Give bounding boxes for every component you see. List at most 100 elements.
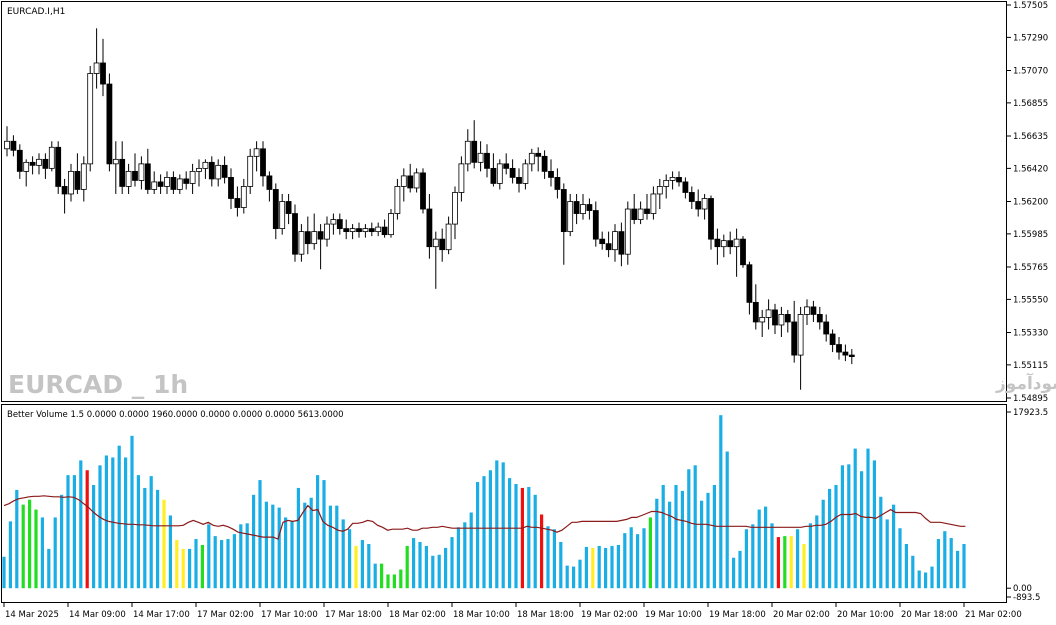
volume-bar [872, 460, 876, 589]
candle [298, 224, 305, 262]
candle [176, 174, 183, 194]
volume-bar [725, 451, 729, 589]
volume-bar [149, 476, 153, 589]
candle-body [272, 189, 279, 230]
volume-bar [92, 484, 96, 589]
candle-body [804, 306, 810, 315]
candle-body [490, 167, 497, 184]
volume-bar [303, 502, 307, 589]
volume-bar [162, 499, 166, 589]
candle [106, 73, 113, 172]
candle-body [676, 177, 682, 183]
volume-bar [226, 539, 230, 589]
candle-body [746, 264, 753, 303]
candle-body [317, 231, 324, 240]
candle-body [842, 351, 849, 356]
volume-bar [143, 487, 147, 589]
candle [452, 186, 458, 240]
candle [548, 159, 554, 187]
price-pane[interactable] [4, 28, 855, 390]
volume-bar [808, 523, 812, 589]
volume-bar [316, 475, 320, 589]
volume-bar [117, 445, 121, 589]
volume-bar [693, 465, 697, 589]
volume-bar [674, 484, 678, 589]
volume-bar [328, 505, 332, 589]
candle-body [656, 186, 663, 195]
volume-tick-label: 0.00 [1013, 584, 1032, 594]
candle-body [119, 158, 126, 187]
volume-bar [124, 457, 128, 589]
candle-body [330, 219, 337, 225]
candle [439, 228, 446, 262]
candle-body [516, 177, 522, 184]
volume-pane[interactable] [2, 415, 966, 589]
candle-body [848, 354, 855, 357]
candle-body [80, 163, 87, 190]
candle [765, 299, 772, 330]
candle-body [823, 321, 830, 335]
volume-bar [476, 482, 480, 589]
volume-bar [412, 538, 416, 589]
volume-bar [181, 548, 185, 589]
candle-body [112, 158, 119, 165]
candle-body [285, 201, 292, 214]
candle [778, 306, 785, 338]
volume-bar [514, 484, 518, 589]
candle [74, 153, 81, 194]
candle-body [100, 62, 106, 85]
volume-bar [712, 484, 716, 589]
volume-bar [924, 572, 928, 589]
candle-body [541, 155, 548, 172]
candle-body [535, 152, 542, 157]
candle [573, 193, 580, 225]
candle-body [784, 314, 791, 323]
candle [541, 150, 548, 179]
candle-body [522, 163, 529, 184]
candle [708, 195, 714, 250]
volume-bar [642, 528, 646, 589]
candle [381, 219, 388, 238]
candle [164, 171, 170, 194]
candle [208, 156, 215, 187]
price-pane-frame [1, 1, 1007, 402]
volume-bar [501, 462, 505, 589]
candle [746, 261, 753, 315]
candle [36, 153, 42, 175]
volume-bar [828, 488, 832, 589]
candle-body [791, 321, 798, 356]
candle-body [407, 175, 414, 189]
volume-bar [322, 480, 326, 589]
volume-bar [533, 494, 537, 589]
volume-bar [770, 523, 774, 589]
candle-body [106, 83, 113, 165]
volume-axis: 17923.5 0.00-893.5 [1007, 408, 1048, 603]
candle-body [292, 213, 298, 255]
candle-body [439, 238, 446, 251]
candle-body [29, 161, 36, 166]
volume-bar [610, 545, 614, 589]
volume-bar [188, 548, 192, 589]
candle [304, 216, 311, 255]
volume-bar [220, 540, 224, 589]
volume-bar [156, 489, 160, 589]
candle-body [708, 198, 714, 240]
candle-body [55, 146, 62, 187]
candle-body [484, 152, 490, 169]
volume-tick-label: 17923.5 [1013, 408, 1048, 418]
candle [285, 193, 292, 225]
candle [567, 193, 574, 237]
candle-body [23, 161, 30, 172]
volume-bar [444, 547, 448, 589]
candle [112, 141, 119, 194]
candle [458, 156, 465, 202]
time-tick-label: 19 Mar 18:00 [709, 610, 766, 620]
volume-bar [680, 490, 684, 589]
candle-body [496, 163, 503, 184]
volume-bar [738, 550, 742, 589]
candle [279, 193, 286, 235]
time-tick-label: 19 Mar 10:00 [645, 610, 702, 620]
candle-body [4, 140, 10, 150]
site-watermark: انتشار در سایت سودآموز [995, 372, 1056, 394]
candle [48, 141, 55, 172]
